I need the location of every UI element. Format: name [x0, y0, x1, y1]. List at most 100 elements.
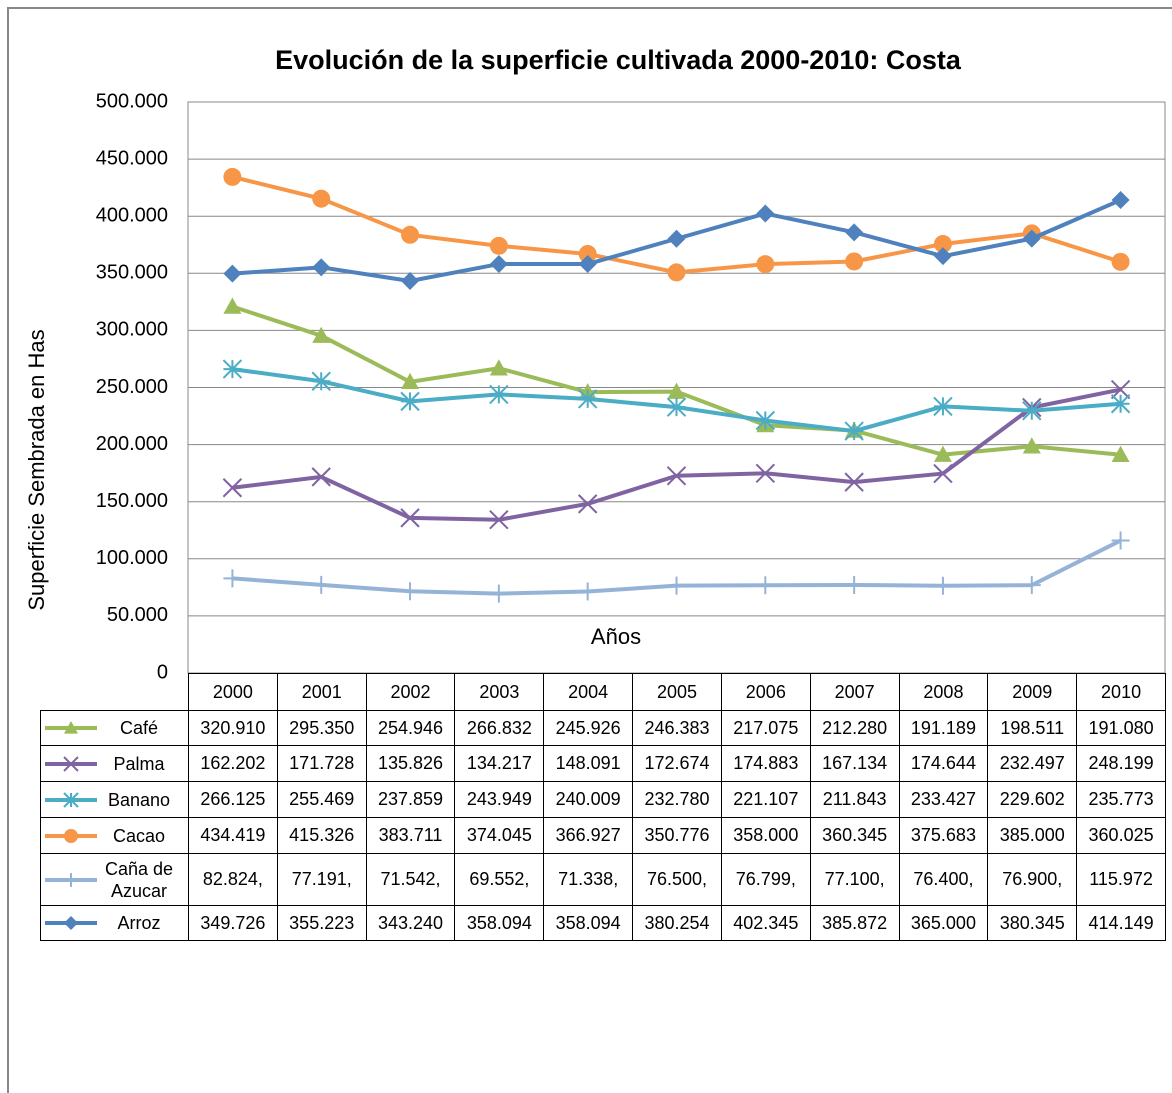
- marker: [755, 410, 776, 431]
- table-value: 380.254: [632, 905, 722, 941]
- table-value: 355.223: [276, 905, 367, 941]
- marker: [64, 916, 78, 930]
- table-value: 167.134: [809, 745, 900, 782]
- marker: [756, 204, 775, 223]
- marker: [223, 297, 242, 314]
- series-line: [231, 304, 1121, 457]
- legend-swatch: [45, 872, 97, 887]
- marker: [401, 582, 420, 601]
- legend-entry: Arroz: [40, 905, 189, 941]
- table-value: 295.350: [276, 710, 367, 746]
- marker: [64, 828, 78, 843]
- table-value: 172.674: [632, 745, 722, 782]
- x-tick-label: 2003: [454, 673, 545, 711]
- table-value: 232.780: [632, 781, 722, 818]
- marker: [63, 791, 79, 808]
- marker: [489, 584, 508, 603]
- legend-label: Caña de Azucar: [104, 858, 174, 901]
- marker: [64, 721, 78, 734]
- table-value: 434.419: [188, 817, 278, 854]
- legend-swatch: [45, 828, 97, 843]
- table-value: 266.125: [188, 781, 278, 818]
- table-value: 191.189: [898, 710, 989, 746]
- marker: [401, 272, 420, 291]
- table-value: 82.824,: [188, 853, 278, 906]
- table-value: 135.826: [365, 745, 456, 782]
- table-value: 243.949: [454, 781, 545, 818]
- marker: [222, 478, 243, 498]
- legend-swatch: [45, 916, 97, 930]
- legend-entry: Café: [40, 710, 189, 746]
- table-value: 212.280: [809, 710, 900, 746]
- series-line: [231, 174, 1122, 275]
- marker: [845, 252, 864, 271]
- marker: [667, 229, 686, 248]
- table-value: 383.711: [365, 817, 456, 854]
- marker: [63, 755, 79, 772]
- table-value: 349.726: [188, 905, 278, 941]
- marker: [401, 372, 420, 390]
- table-value: 198.511: [987, 710, 1078, 746]
- marker: [845, 223, 864, 242]
- marker: [1022, 401, 1042, 421]
- marker: [489, 384, 509, 405]
- x-tick-label: 2009: [987, 673, 1078, 711]
- table-value: 76.400,: [898, 853, 989, 906]
- table-value: 233.427: [898, 781, 989, 818]
- legend-label: Cacao: [112, 825, 166, 846]
- legend-label: Banano: [107, 789, 171, 810]
- x-tick-label: 2000: [188, 673, 278, 711]
- marker: [400, 391, 420, 412]
- table-value: 211.843: [809, 781, 900, 818]
- y-tick-label: 450.000: [96, 147, 168, 169]
- x-tick-label: 2001: [276, 673, 367, 711]
- marker: [489, 255, 508, 274]
- chart-title: Evolución de la superficie cultivada 200…: [275, 45, 962, 75]
- marker: [666, 397, 687, 417]
- marker: [1111, 531, 1130, 550]
- table-value: 217.075: [720, 710, 811, 746]
- table-value: 358.000: [720, 817, 811, 854]
- table-value: 237.859: [365, 781, 456, 818]
- table-value: 71.338,: [543, 853, 634, 906]
- marker: [223, 167, 242, 186]
- marker: [845, 575, 864, 594]
- marker: [1022, 576, 1041, 595]
- marker: [756, 576, 775, 595]
- table-value: 76.500,: [632, 853, 722, 906]
- table-value: 375.683: [898, 817, 989, 854]
- table-value: 358.094: [454, 905, 545, 941]
- marker: [844, 472, 864, 492]
- marker: [223, 264, 242, 283]
- chart-border: [7, 7, 1172, 1093]
- table-value: 365.000: [898, 905, 989, 941]
- table-value: 245.926: [543, 710, 634, 746]
- marker: [312, 258, 331, 277]
- marker: [667, 263, 686, 282]
- marker: [223, 569, 242, 588]
- table-value: 266.832: [454, 710, 545, 746]
- marker: [756, 255, 775, 274]
- legend-label: Café: [119, 718, 159, 738]
- y-tick-label: 150.000: [96, 490, 168, 512]
- table-value: 232.497: [987, 745, 1078, 782]
- x-tick-label: 2005: [632, 673, 722, 711]
- legend-swatch: [45, 791, 97, 808]
- table-value: 366.927: [543, 817, 634, 854]
- table-value: 254.946: [365, 710, 456, 746]
- table-value: 148.091: [543, 745, 634, 782]
- y-tick-label: 500.000: [96, 90, 168, 112]
- table-value: 71.542,: [365, 853, 456, 906]
- y-tick-label: 350.000: [96, 262, 168, 284]
- marker: [489, 510, 509, 530]
- table-value: 77.191,: [276, 853, 367, 906]
- x-tick-label: 2002: [365, 673, 456, 711]
- marker: [1111, 445, 1130, 462]
- x-tick-label: 2008: [898, 673, 989, 711]
- table-value: 248.199: [1076, 745, 1166, 782]
- marker: [311, 467, 331, 487]
- marker: [64, 872, 78, 887]
- marker: [1110, 394, 1131, 414]
- table-value: 414.149: [1076, 905, 1166, 941]
- marker: [844, 421, 864, 441]
